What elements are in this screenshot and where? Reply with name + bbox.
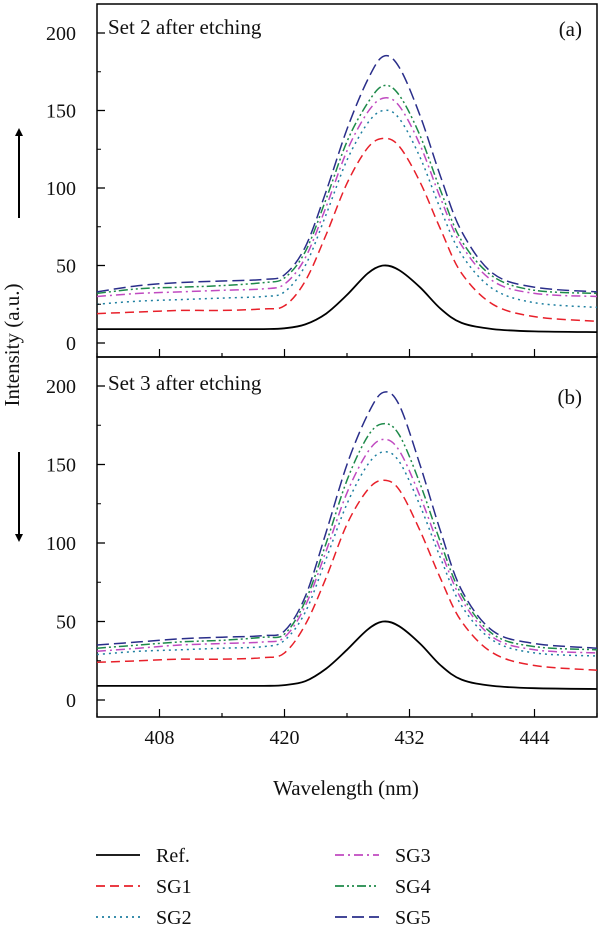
panel-title: Set 2 after etching [108,15,262,39]
x-axis-label: Wavelength (nm) [273,776,419,800]
series-layer [96,54,598,333]
x-tick-label: 444 [520,727,550,749]
series-line-sg3 [96,97,598,298]
y-tick-label: 100 [46,178,76,200]
y-tick-label: 50 [56,256,76,278]
series-line-ref [96,620,598,690]
legend: Ref. SG1 SG2 SG3 SG4 SG5 [96,845,431,929]
legend-label: SG4 [395,876,431,898]
panel-label: (b) [558,385,583,409]
series-line-sg4 [96,84,598,295]
panel-a: 0 50 100 150 200 Set 2 after etching (a) [46,3,598,358]
legend-label: SG1 [156,876,192,898]
x-tick-label: 432 [395,727,425,749]
legend-label: SG5 [395,907,431,929]
series-line-ref [96,264,598,333]
series-line-sg5 [96,54,598,293]
plot-frame [96,3,598,358]
legend-label: SG2 [156,907,192,929]
y-axis-label: Intensity (a.u.) [0,283,24,406]
y-tick-label: 100 [46,533,76,555]
panel-title: Set 3 after etching [108,371,262,395]
axis-layer: 0 50 100 150 200 [46,23,598,357]
y-tick-label: 150 [46,101,76,123]
x-tick-label: 408 [145,727,175,749]
y-tick-label: 200 [46,23,76,45]
y-tick-label: 200 [46,376,76,398]
series-line-sg4 [96,422,598,651]
series-layer [96,391,598,690]
y-tick-label: 0 [66,690,76,712]
panel-b: 0 50 100 150 200 408 420 432 444 Set 3 after etc… [46,356,598,749]
panel-label: (a) [559,17,582,41]
legend-label: SG3 [395,845,431,867]
x-tick-label: 420 [270,727,300,749]
series-line-sg2 [96,451,598,657]
y-tick-label: 0 [66,333,76,355]
series-line-sg2 [96,109,598,309]
y-tick-label: 150 [46,455,76,477]
axis-layer: 0 50 100 150 200 408 420 432 444 [46,376,598,749]
y-tick-label: 50 [56,612,76,634]
series-line-sg3 [96,438,598,654]
series-line-sg1 [96,479,598,671]
legend-label: Ref. [156,845,190,867]
series-line-sg5 [96,391,598,649]
series-line-sg1 [96,137,598,323]
